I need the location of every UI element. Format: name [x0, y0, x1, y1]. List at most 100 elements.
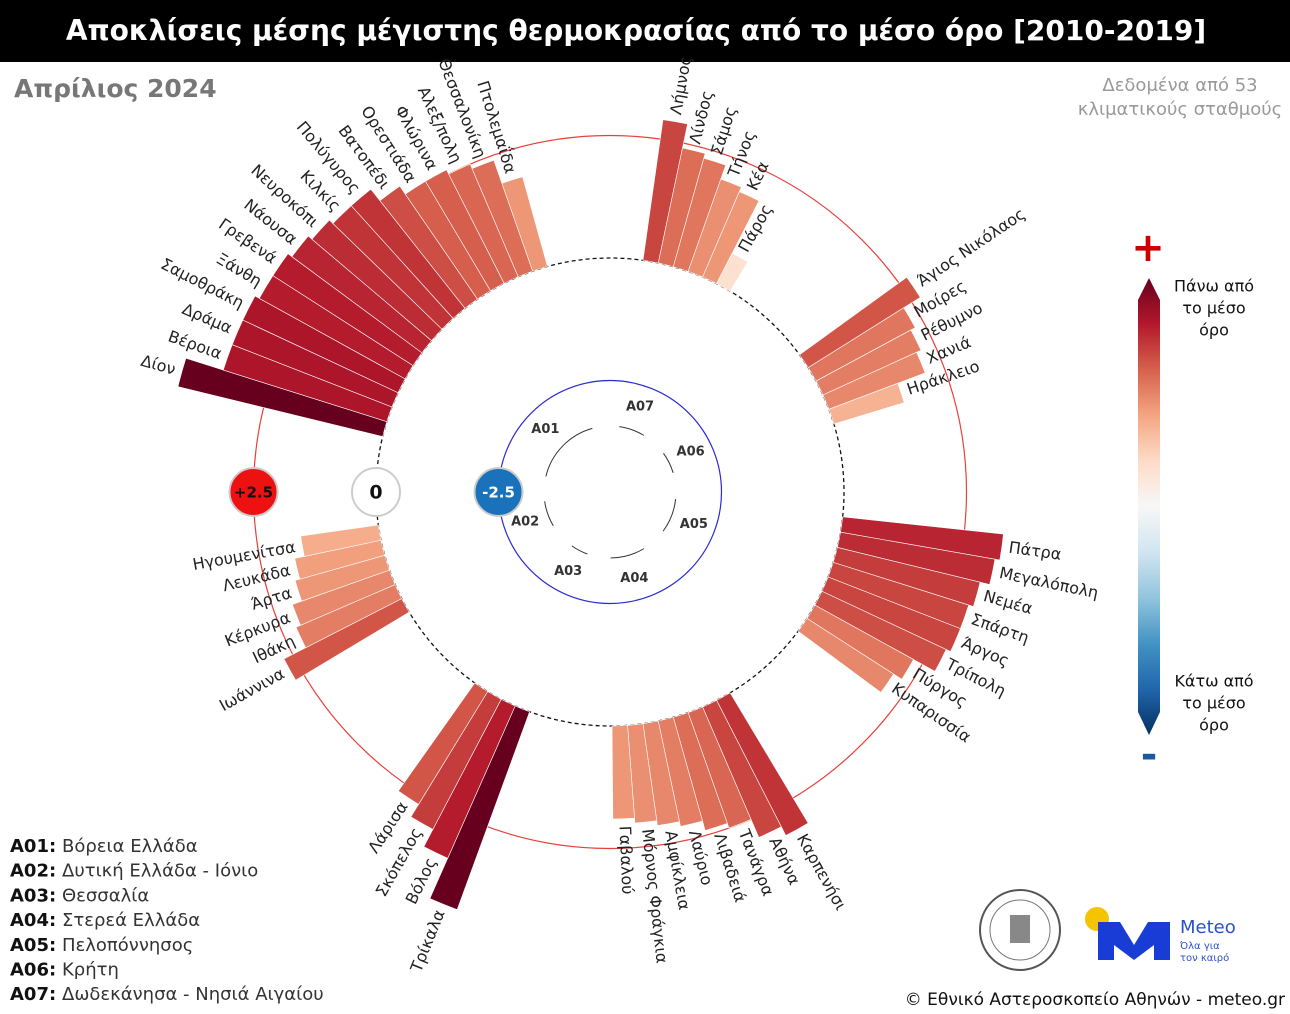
logo-tagline: Όλα για: [1179, 940, 1220, 952]
bar: [687, 178, 742, 278]
colorbar-minus: -: [1141, 732, 1158, 778]
bar: [242, 295, 406, 394]
note: Δεδομένα από 53: [1102, 75, 1257, 96]
bar: [423, 698, 516, 859]
logo-tagline: τον καιρό: [1180, 952, 1229, 964]
legend-code: A01:: [10, 836, 56, 857]
bar: [350, 188, 466, 319]
bar: [311, 219, 443, 342]
subtitle: Απρίλιος 2024: [14, 74, 217, 103]
station-label: Τρίκαλα: [406, 907, 448, 976]
region-arc: [663, 453, 674, 473]
legend-name: Δωδεκάνησα - Νησιά Αιγαίου: [62, 984, 324, 1005]
region-label: A03: [554, 564, 582, 579]
region-label: A04: [620, 571, 648, 586]
bar: [828, 382, 905, 425]
bar: [627, 723, 658, 824]
ring-label: -2.5: [482, 484, 515, 502]
colorbar-plus: +: [1131, 225, 1165, 271]
bar: [657, 716, 703, 827]
bar: [815, 329, 922, 396]
ring-badge: [228, 467, 279, 517]
bar: [379, 185, 478, 309]
legend-code: A06:: [10, 960, 56, 981]
bar: [448, 163, 519, 284]
region-arc: [662, 498, 677, 532]
chart-title: Αποκλίσεις μέσης μέγιστης θερμοκρασίας α…: [66, 14, 1206, 47]
bar: [397, 682, 489, 805]
bar: [291, 235, 432, 354]
region-label: A05: [680, 517, 708, 532]
colorbar: [1138, 278, 1160, 735]
colorbar-low: Κάτω από: [1174, 672, 1253, 691]
region-arc: [571, 545, 588, 555]
bar: [425, 169, 505, 292]
colorbar-high: Πάνω από: [1174, 277, 1254, 296]
station-label: Δίον: [139, 351, 178, 379]
bar: [657, 147, 706, 268]
region-arc: [610, 548, 645, 559]
bar: [295, 584, 403, 649]
bar: [272, 253, 423, 366]
bar: [292, 569, 396, 626]
bar: [807, 307, 916, 382]
legend-name: Κρήτη: [62, 960, 119, 981]
copyright: © Εθνικό Αστεροσκοπείο Αθηνών - meteo.gr: [905, 990, 1285, 1010]
bar: [821, 576, 961, 652]
bar: [806, 604, 914, 680]
bar: [702, 699, 782, 838]
bar: [283, 598, 410, 681]
bar: [702, 191, 760, 285]
legend-code: A04:: [10, 910, 56, 931]
legend-name: Στερεά Ελλάδα: [62, 910, 200, 931]
legend-name: Βόρεια Ελλάδα: [62, 836, 198, 857]
bar: [429, 705, 530, 910]
legend-code: A03:: [10, 885, 56, 906]
bar: [716, 692, 809, 836]
bar: [642, 119, 688, 264]
bar: [797, 618, 894, 693]
station-label: Γαβαλού: [615, 825, 637, 894]
bar: [471, 159, 534, 278]
legend-name: Θεσσαλία: [62, 885, 149, 906]
bar: [799, 276, 921, 369]
region-label: A07: [626, 400, 654, 415]
station-label: Καρπενήσι: [793, 831, 850, 914]
legend-code: A05:: [10, 935, 56, 956]
ring-badge: [473, 467, 524, 517]
bar: [814, 590, 947, 672]
bar: [836, 531, 996, 585]
bar: [840, 516, 1004, 561]
bar: [832, 547, 981, 607]
region-label: A02: [511, 515, 539, 530]
station-label: Λήμνος: [666, 54, 695, 116]
region-label: A06: [677, 444, 705, 459]
station-label: Ιωάννινα: [216, 664, 288, 715]
bar: [501, 176, 548, 272]
note: κλιματικούς σταθμούς: [1078, 99, 1283, 120]
colorbar-high: όρο: [1199, 321, 1229, 340]
bar: [611, 725, 635, 820]
ring-label: 0: [369, 482, 382, 504]
header-bar: [0, 0, 1290, 62]
legend-name: Πελοπόννησος: [62, 935, 193, 956]
legend-code: A07:: [10, 984, 56, 1005]
station-label: Νεμέα: [981, 586, 1034, 618]
logo-name: Meteo: [1180, 917, 1236, 938]
reference-ring: [375, 257, 845, 727]
bar: [177, 357, 388, 437]
reference-ring: [497, 379, 723, 605]
bar: [410, 691, 502, 830]
legend-name: Δυτική Ελλάδα - Ιόνιο: [62, 861, 258, 882]
bar: [672, 712, 728, 831]
colorbar-high: το μέσο: [1182, 299, 1245, 318]
observatory-logo: [979, 889, 1061, 971]
ring-badge: [351, 467, 401, 517]
region-arc: [619, 426, 645, 436]
bar: [294, 554, 390, 602]
bar: [672, 157, 727, 272]
bar: [642, 720, 680, 826]
bar: [300, 524, 382, 557]
legend-code: A02:: [10, 861, 56, 882]
